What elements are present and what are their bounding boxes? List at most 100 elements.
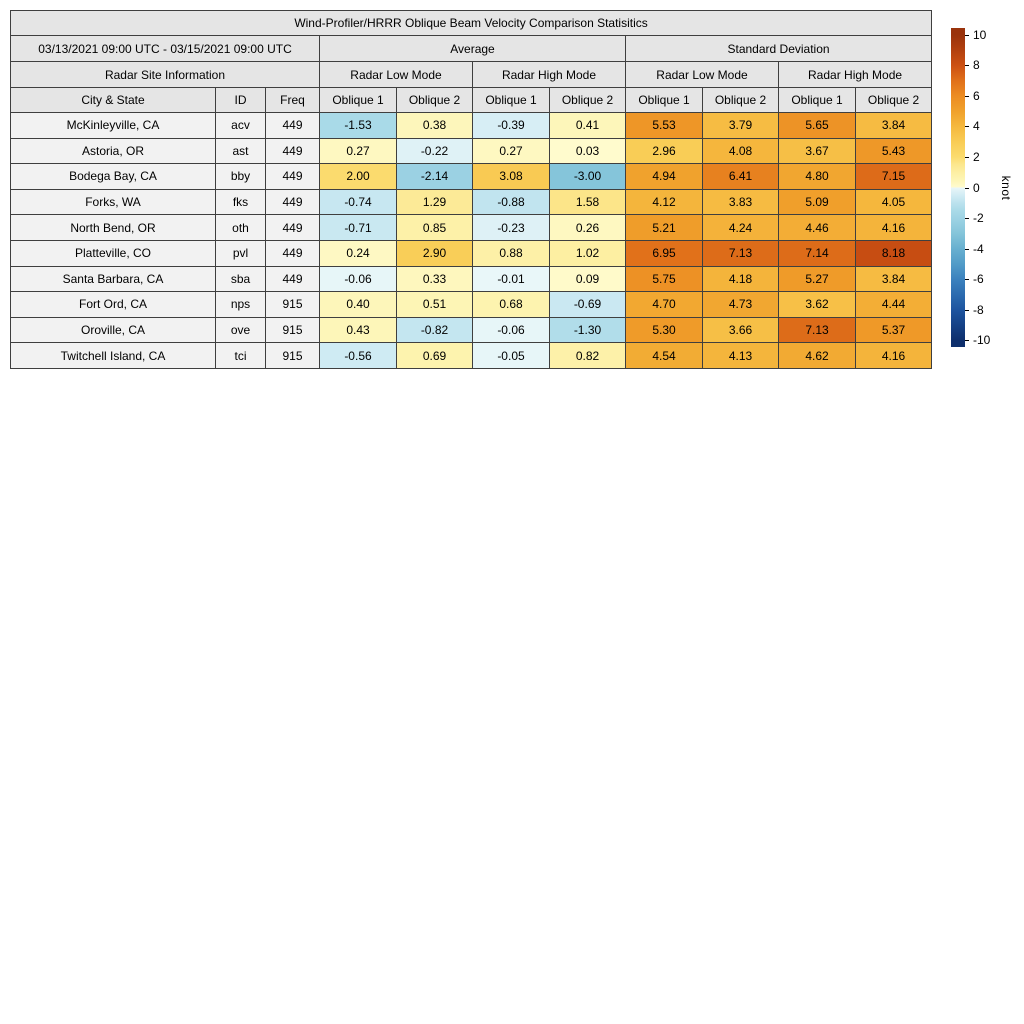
city-cell: Bodega Bay, CA: [10, 163, 216, 190]
value-cell: 7.14: [778, 239, 856, 267]
colorbar-tick: [965, 248, 969, 250]
site-id-cell: fks: [215, 188, 266, 216]
value-cell: -0.56: [319, 342, 397, 369]
value-cell: 4.70: [625, 291, 703, 318]
col-header-city: City & State: [10, 87, 216, 113]
value-cell: 4.62: [778, 342, 856, 369]
freq-cell: 449: [265, 239, 320, 267]
value-cell: -0.71: [319, 214, 397, 241]
value-cell: -0.01: [472, 265, 550, 293]
value-cell: 3.62: [778, 291, 856, 318]
value-cell: 0.38: [396, 112, 473, 139]
value-cell: 0.51: [396, 291, 473, 318]
colorbar-tick-label: 2: [973, 149, 980, 164]
value-cell: 1.29: [396, 188, 473, 216]
value-cell: 5.53: [625, 112, 703, 139]
value-cell: 3.79: [702, 112, 779, 139]
mode-header-avg-low: Radar Low Mode: [319, 61, 473, 88]
col-header-oblique: Oblique 1: [472, 87, 550, 113]
col-header-oblique: Oblique 1: [319, 87, 397, 113]
value-cell: 4.80: [778, 163, 856, 190]
col-header-oblique: Oblique 1: [778, 87, 856, 113]
stats-table: Wind-Profiler/HRRR Oblique Beam Velocity…: [9, 10, 933, 369]
table-row: Santa Barbara, CA sba 449 -0.06 0.33 -0.01 0.0…: [10, 265, 933, 293]
table-title: Wind-Profiler/HRRR Oblique Beam Velocity…: [9, 10, 933, 36]
table-row: Bodega Bay, CA bby 449 2.00 -2.14 3.08 -3.00 4.…: [10, 163, 933, 190]
value-cell: 0.40: [319, 291, 397, 318]
value-cell: 3.84: [854, 112, 933, 139]
mode-header-sd-low: Radar Low Mode: [625, 61, 779, 88]
city-cell: Fort Ord, CA: [10, 291, 216, 318]
site-id-cell: pvl: [215, 239, 266, 267]
value-cell: -0.82: [396, 316, 473, 344]
value-cell: 3.84: [854, 265, 933, 293]
city-cell: Santa Barbara, CA: [10, 265, 216, 293]
colorbar-tick: [965, 218, 969, 219]
colorbar-tick-label: 6: [973, 88, 980, 103]
freq-cell: 449: [265, 112, 320, 139]
colorbar-tick: [965, 309, 969, 311]
value-cell: 6.95: [625, 239, 703, 267]
colorbar-gradient: [951, 28, 965, 347]
colorbar-tick-label: -8: [973, 302, 984, 317]
colorbar: 10 8 6 4 2 0 -2 -4 -6 -8 -10 knot: [951, 28, 1024, 347]
site-id-cell: ast: [215, 137, 266, 165]
col-header-oblique: Oblique 2: [549, 87, 626, 113]
city-cell: Platteville, CO: [10, 239, 216, 267]
value-cell: 0.27: [319, 137, 397, 165]
table-row: Astoria, OR ast 449 0.27 -0.22 0.27 0.03 2.96 4.…: [10, 137, 933, 165]
value-cell: 5.21: [625, 214, 703, 241]
value-cell: 4.18: [702, 265, 779, 293]
col-header-freq: Freq: [265, 87, 320, 113]
value-cell: 3.08: [472, 163, 550, 190]
value-cell: 8.18: [854, 239, 933, 267]
value-cell: -1.30: [549, 316, 626, 344]
table-row: McKinleyville, CA acv 449 -1.53 0.38 -0.39 0.4…: [10, 112, 933, 139]
value-cell: 0.82: [549, 342, 626, 369]
colorbar-tick: [965, 279, 969, 281]
value-cell: 3.67: [778, 137, 856, 165]
value-cell: 5.09: [778, 188, 856, 216]
mode-header-sd-high: Radar High Mode: [777, 61, 933, 88]
table-row: Fort Ord, CA nps 915 0.40 0.51 0.68 -0.69 4.70 4…: [10, 291, 933, 318]
freq-cell: 449: [265, 188, 320, 216]
site-id-cell: ove: [215, 316, 266, 344]
value-cell: -0.06: [472, 316, 550, 344]
group-header-row: 03/13/2021 09:00 UTC - 03/15/2021 09:00 …: [10, 35, 933, 62]
value-cell: 0.03: [549, 137, 626, 165]
value-cell: 4.46: [778, 214, 856, 241]
value-cell: 5.37: [854, 316, 933, 344]
value-cell: 0.41: [549, 112, 626, 139]
colorbar-tick-label: 8: [973, 58, 980, 73]
table-row: Platteville, CO pvl 449 0.24 2.90 0.88 1.02 6.9…: [10, 239, 933, 267]
freq-cell: 915: [265, 316, 320, 344]
site-id-cell: oth: [215, 214, 266, 241]
freq-cell: 449: [265, 214, 320, 241]
value-cell: -0.39: [472, 112, 550, 139]
freq-cell: 915: [265, 291, 320, 318]
table-row: Oroville, CA ove 915 0.43 -0.82 -0.06 -1.30 5.3…: [10, 316, 933, 344]
title-row: Wind-Profiler/HRRR Oblique Beam Velocity…: [9, 10, 933, 36]
value-cell: 5.27: [778, 265, 856, 293]
value-cell: 7.13: [778, 316, 856, 344]
col-header-oblique: Oblique 2: [396, 87, 473, 113]
date-range: 03/13/2021 09:00 UTC - 03/15/2021 09:00 …: [10, 35, 320, 62]
freq-cell: 449: [265, 137, 320, 165]
table-row: Forks, WA fks 449 -0.74 1.29 -0.88 1.58 4.12 3.8…: [10, 188, 933, 216]
value-cell: 0.85: [396, 214, 473, 241]
value-cell: 7.15: [854, 163, 933, 190]
site-info-header: Radar Site Information: [10, 61, 320, 88]
value-cell: 0.69: [396, 342, 473, 369]
value-cell: -3.00: [549, 163, 626, 190]
colorbar-tick: [965, 340, 969, 342]
col-header-oblique: Oblique 2: [854, 87, 933, 113]
value-cell: 6.41: [702, 163, 779, 190]
freq-cell: 449: [265, 265, 320, 293]
colorbar-tick: [965, 65, 969, 67]
value-cell: 7.13: [702, 239, 779, 267]
value-cell: 4.13: [702, 342, 779, 369]
colorbar-tick: [965, 34, 969, 36]
colorbar-tick-label: 10: [973, 27, 987, 42]
city-cell: Twitchell Island, CA: [10, 342, 216, 369]
colorbar-tick: [965, 126, 969, 128]
